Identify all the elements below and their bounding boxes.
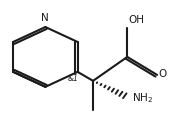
Text: NH$_2$: NH$_2$ <box>132 91 154 105</box>
Text: OH: OH <box>129 15 145 25</box>
Text: &1: &1 <box>67 74 78 83</box>
Text: O: O <box>159 69 167 79</box>
Text: N: N <box>42 13 49 23</box>
